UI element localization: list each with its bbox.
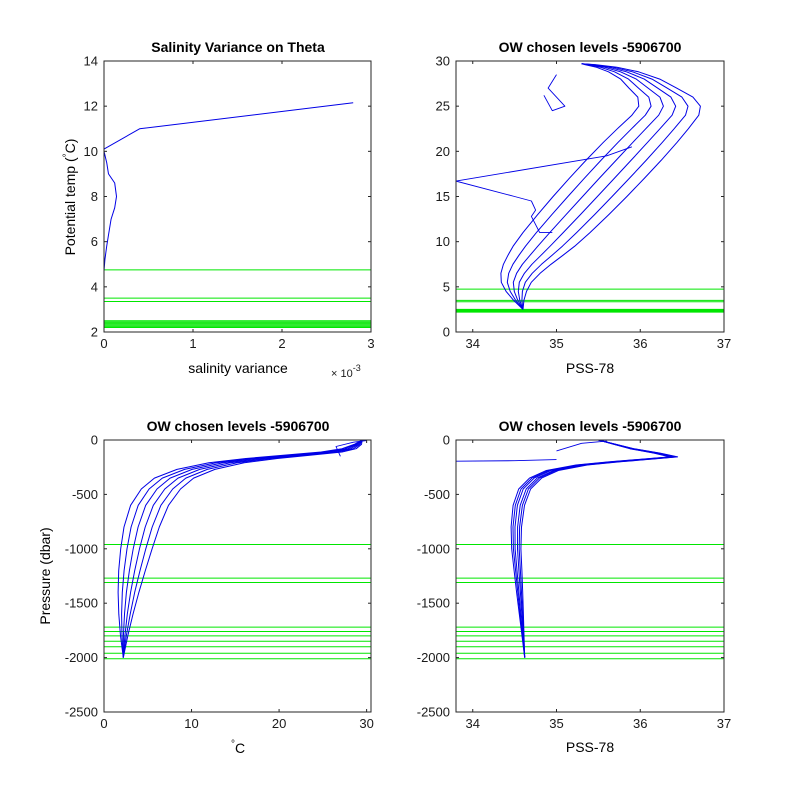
profile-line	[104, 102, 354, 330]
profile-line	[512, 63, 664, 310]
y-tick-label: 0	[443, 325, 450, 340]
y-tick-label: -1500	[65, 596, 98, 611]
profile-line	[520, 440, 679, 658]
y-tick-label: -2000	[65, 650, 98, 665]
profile-line	[121, 440, 363, 658]
x-tick-label: 35	[549, 336, 563, 351]
y-tick-label: -2000	[417, 650, 450, 665]
profile-line	[122, 440, 363, 658]
plot-area	[456, 63, 724, 313]
profile-line	[122, 440, 363, 658]
y-tick-label: -1500	[417, 596, 450, 611]
x-tick-label: 2	[278, 336, 285, 351]
y-tick-label: 30	[436, 54, 450, 69]
profile-line	[522, 63, 701, 310]
profile-line	[514, 440, 674, 658]
x-axis-label: salinity variance	[188, 360, 288, 376]
profile-line	[117, 440, 363, 658]
x-tick-label: 0	[100, 716, 107, 731]
profile-line	[456, 459, 557, 462]
y-tick-label: 0	[443, 433, 450, 448]
x-axis-label: PSS-78	[566, 360, 614, 376]
panel-title: OW chosen levels -5906700	[499, 418, 682, 434]
y-tick-label: 10	[84, 144, 98, 159]
panel-title: OW chosen levels -5906700	[147, 418, 330, 434]
panel-title: OW chosen levels -5906700	[499, 39, 682, 55]
x-axis-exponent: × 10-3	[331, 363, 361, 380]
y-tick-label: 8	[91, 189, 98, 204]
x-tick-label: 20	[272, 716, 286, 731]
x-tick-label: 34	[466, 716, 480, 731]
profile-line	[521, 63, 689, 310]
profile-line	[512, 440, 672, 658]
x-tick-label: 3	[367, 336, 374, 351]
x-tick-label: 0	[100, 336, 107, 351]
panel-temperature-pressure: OW chosen levels -5906700 °C Pressure (d…	[37, 418, 374, 756]
profile-line	[506, 63, 652, 310]
axes-frame	[103, 60, 372, 333]
x-tick-label: 1	[189, 336, 196, 351]
profile-line	[335, 440, 367, 457]
x-tick-label: 10	[184, 716, 198, 731]
y-tick-label: -1000	[417, 541, 450, 556]
profile-line	[122, 440, 363, 658]
profile-line	[543, 74, 566, 112]
x-tick-label: 30	[359, 716, 373, 731]
profile-line	[456, 146, 633, 182]
x-tick-label: 36	[633, 336, 647, 351]
x-axis-label: °C	[231, 739, 245, 756]
y-tick-label: 2	[91, 325, 98, 340]
x-tick-label: 36	[633, 716, 647, 731]
y-tick-label: 10	[436, 234, 450, 249]
panel-title: Salinity Variance on Theta	[151, 39, 325, 55]
panel-salinity-variance: Salinity Variance on Theta salinity vari…	[62, 39, 375, 380]
y-tick-label: 20	[436, 144, 450, 159]
panel-salinity-pressure: OW chosen levels -5906700 PSS-78 34 35 36 3…	[417, 418, 731, 755]
x-tick-label: 34	[466, 336, 480, 351]
y-axis-label: Pressure (dbar)	[37, 527, 53, 624]
y-tick-label: 0	[91, 433, 98, 448]
axes-frame	[455, 439, 725, 713]
y-tick-label: 6	[91, 234, 98, 249]
x-tick-label: 35	[549, 716, 563, 731]
y-tick-label: 12	[84, 99, 98, 114]
y-tick-label: 15	[436, 189, 450, 204]
plot-area	[456, 440, 724, 660]
x-axis-label: PSS-78	[566, 739, 614, 755]
axes-frame	[103, 439, 372, 713]
profile-line	[556, 440, 607, 452]
y-tick-label: -2500	[65, 705, 98, 720]
y-tick-label: -2500	[417, 705, 450, 720]
y-tick-label: -500	[424, 487, 450, 502]
plot-area	[104, 102, 371, 330]
x-tick-label: 37	[717, 336, 731, 351]
y-tick-label: 25	[436, 99, 450, 114]
x-tick-label: 37	[717, 716, 731, 731]
profile-line	[517, 63, 677, 310]
panel-salinity-theta: OW chosen levels -5906700 PSS-78 34 35 36 3…	[436, 39, 732, 376]
y-axis-label: Potential temp (°C)	[62, 139, 78, 256]
profile-line	[122, 440, 363, 658]
profile-line	[510, 440, 671, 658]
axes-frame	[455, 60, 725, 333]
plot-area	[104, 440, 371, 660]
profile-line	[500, 63, 640, 310]
profile-line	[456, 180, 553, 234]
y-tick-label: 14	[84, 54, 98, 69]
y-tick-label: -1000	[65, 541, 98, 556]
y-tick-label: 4	[91, 279, 98, 294]
y-tick-label: -500	[72, 487, 98, 502]
y-tick-label: 5	[443, 279, 450, 294]
